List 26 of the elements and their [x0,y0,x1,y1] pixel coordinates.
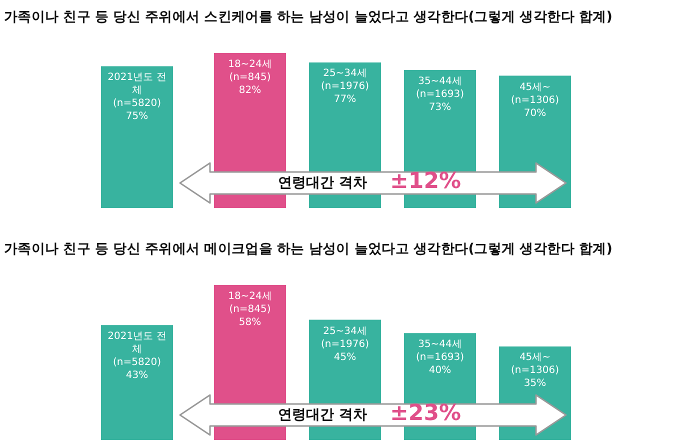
data-label: 70% [522,106,548,120]
data-label: 73% [428,101,452,114]
x-tick-label: 2021년도 전체 (n=5820) [106,71,168,110]
annotation: 연령대간 격차 [278,174,367,192]
data-label: 45% [332,350,358,364]
x-tick-label: 35~44세 (n=1693) [415,338,465,364]
chart-title: 가족이나 친구 등 당신 주위에서 스킨케어를 하는 남성이 늘었다고 생각한다(그렇게 생각한다 합계) [4,8,612,26]
annotation: ±23% [390,401,462,426]
data-label: 40% [428,364,452,378]
chart-title: 가족이나 친구 등 당신 주위에서 메이크업을 하는 남성이 늘었다고 생각한다(그렇게 생각한다 합계) [4,240,612,258]
data-label: 82% [238,84,262,97]
x-tick-label: 35~44세 (n=1693) [415,75,465,101]
x-tick-label: 25~34세 (n=1976) [320,67,370,94]
annotation: ±12% [390,169,462,194]
data-label: 75% [124,110,150,124]
data-label: 43% [124,369,150,382]
x-tick-label: 18~24세 (n=845) [227,58,273,84]
x-tick-label: 45세~ (n=1306) [510,351,560,378]
data-label: 35% [522,377,548,390]
x-tick-label: 25~34세 (n=1976) [320,324,370,351]
x-tick-label: 18~24세 (n=845) [227,290,273,316]
annotation: 연령대간 격차 [278,406,367,424]
data-label: 77% [332,93,358,106]
x-tick-label: 45세~ (n=1306) [510,80,560,107]
x-tick-label: 2021년도 전체 (n=5820) [106,330,168,370]
data-label: 58% [238,316,262,329]
